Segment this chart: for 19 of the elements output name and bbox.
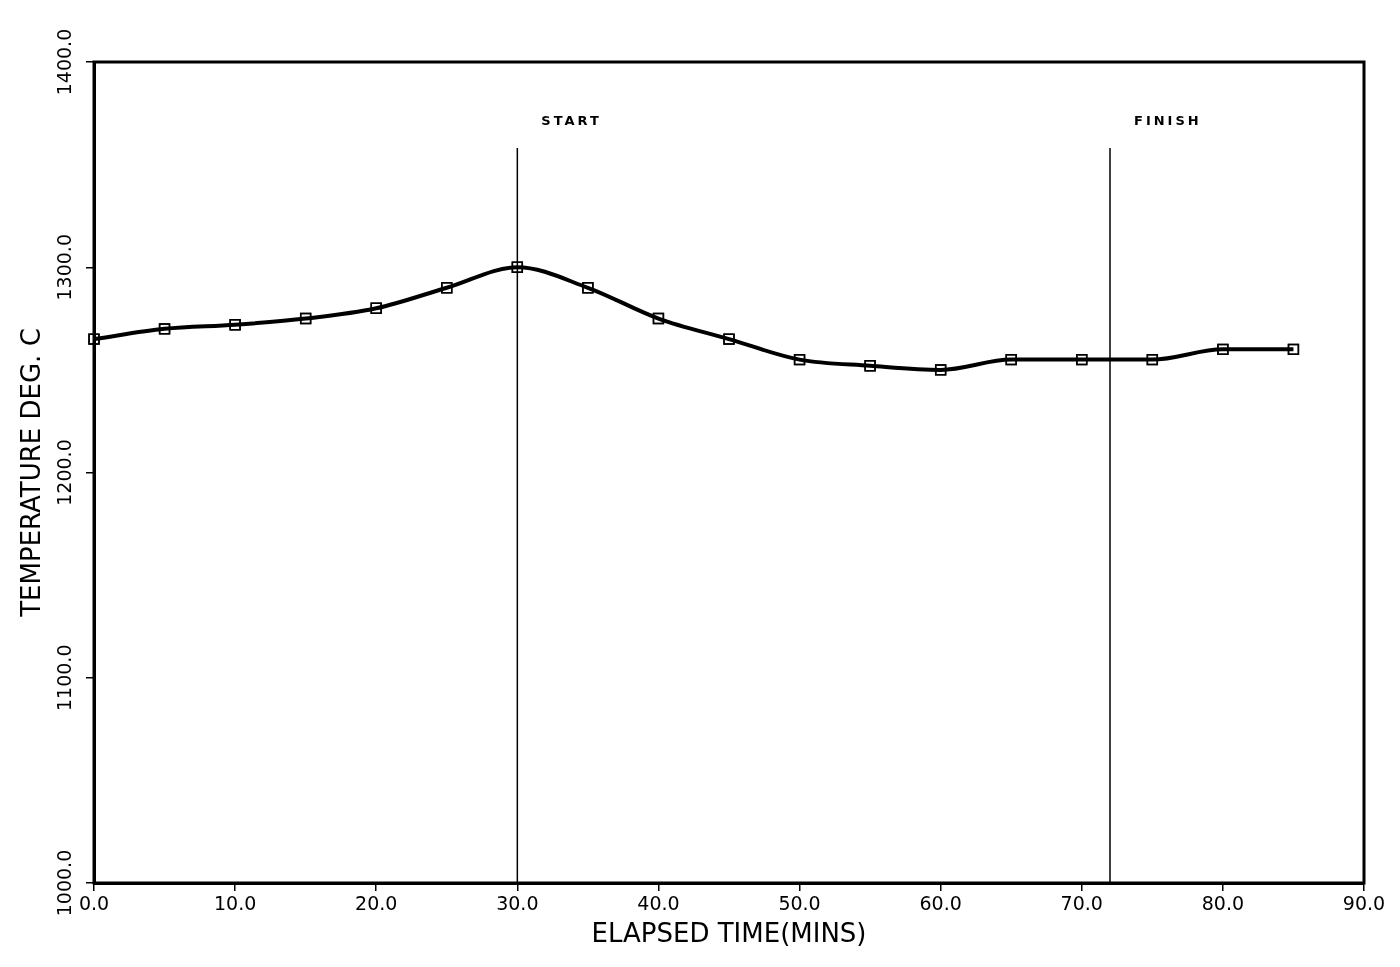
x-axis-title: ELAPSED TIME(MINS) xyxy=(591,918,867,949)
x-tick-label: 70.0 xyxy=(1060,892,1103,915)
ref-line-label: FINISH xyxy=(1134,112,1202,128)
x-tick-label: 10.0 xyxy=(213,892,257,915)
y-tick-label: 1300.0 xyxy=(53,234,76,301)
x-tick-label: 90.0 xyxy=(1342,892,1386,915)
x-tick-label: 40.0 xyxy=(637,892,680,915)
x-tick-label: 30.0 xyxy=(496,892,539,915)
y-axis-title: TEMPERATURE DEG. C xyxy=(15,328,46,618)
x-tick-label: 20.0 xyxy=(355,892,398,915)
y-tick-label: 1400.0 xyxy=(53,28,76,96)
x-tick-label: 60.0 xyxy=(919,892,962,915)
y-tick-label: 1100.0 xyxy=(53,644,76,711)
x-tick-label: 0.0 xyxy=(78,892,110,915)
y-tick-label: 1000.0 xyxy=(53,849,76,917)
x-tick-label: 50.0 xyxy=(778,892,821,915)
x-tick-label: 80.0 xyxy=(1201,892,1245,915)
y-tick-label: 1200.0 xyxy=(53,439,76,506)
ref-line-label: START xyxy=(541,112,602,128)
